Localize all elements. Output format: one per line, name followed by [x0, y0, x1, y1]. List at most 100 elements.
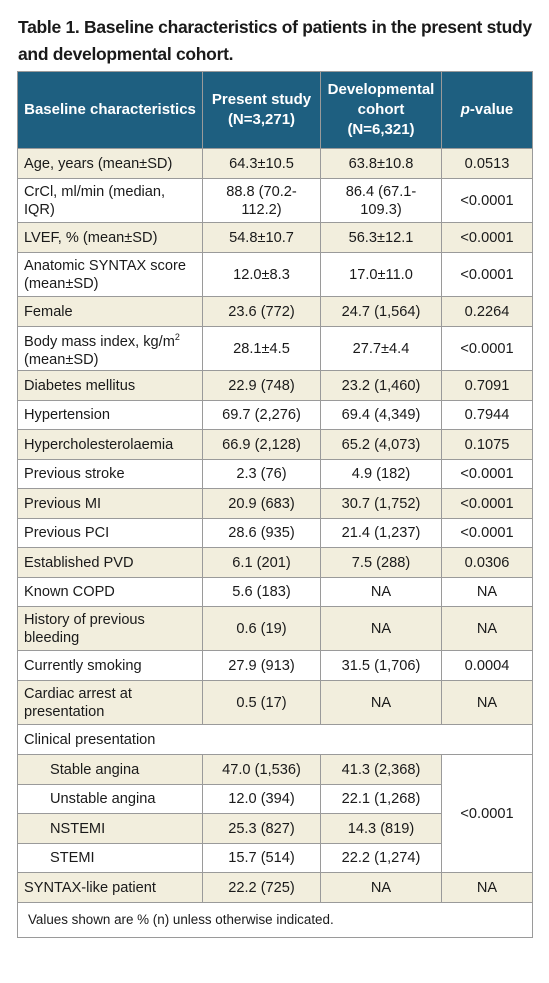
- p-value: <0.0001: [441, 326, 533, 371]
- p-value: NA: [441, 577, 533, 607]
- developmental-cohort-value: 56.3±12.1: [320, 222, 442, 253]
- row-label: Established PVD: [17, 547, 203, 578]
- present-study-value: 12.0±8.3: [202, 252, 321, 297]
- present-study-value: 25.3 (827): [202, 813, 321, 844]
- developmental-cohort-value: NA: [320, 606, 442, 651]
- developmental-cohort-value: 22.1 (1,268): [320, 784, 442, 814]
- present-study-value: 64.3±10.5: [202, 148, 321, 179]
- p-value: <0.0001: [441, 222, 533, 253]
- developmental-cohort-value: 14.3 (819): [320, 813, 442, 844]
- row-label: Hypercholesterolaemia: [17, 429, 203, 460]
- present-study-value: 54.8±10.7: [202, 222, 321, 253]
- present-study-value: 20.9 (683): [202, 488, 321, 519]
- table-row: Established PVD 6.1 (201) 7.5 (288) 0.03…: [17, 547, 533, 578]
- table-caption: Table 1. Baseline characteristics of pat…: [18, 17, 532, 64]
- row-label: Hypertension: [17, 400, 203, 430]
- row-label: Body mass index, kg/m2 (mean±SD): [17, 326, 203, 371]
- developmental-cohort-value: 86.4 (67.1-109.3): [320, 178, 442, 223]
- p-value: NA: [441, 680, 533, 725]
- table-row: Currently smoking 27.9 (913) 31.5 (1,706…: [17, 650, 533, 681]
- table-row: Hypercholesterolaemia 66.9 (2,128) 65.2 …: [17, 429, 533, 460]
- present-study-value: 15.7 (514): [202, 843, 321, 873]
- present-study-value: 28.6 (935): [202, 518, 321, 548]
- table-row: CrCl, ml/min (median, IQR) 88.8 (70.2-11…: [17, 178, 533, 223]
- p-value: <0.0001: [441, 518, 533, 548]
- row-label: STEMI: [17, 843, 203, 873]
- row-label: SYNTAX-like patient: [17, 872, 203, 903]
- header-present-study: Present study (N=3,271): [202, 71, 321, 149]
- developmental-cohort-value: 21.4 (1,237): [320, 518, 442, 548]
- table-row: Age, years (mean±SD) 64.3±10.5 63.8±10.8…: [17, 148, 533, 179]
- developmental-cohort-value: NA: [320, 680, 442, 725]
- present-study-value: 23.6 (772): [202, 296, 321, 327]
- table-row: Known COPD 5.6 (183) NA NA: [17, 577, 533, 607]
- developmental-cohort-value: 7.5 (288): [320, 547, 442, 578]
- present-study-value: 22.9 (748): [202, 370, 321, 401]
- row-label: Unstable angina: [17, 784, 203, 814]
- present-study-value: 6.1 (201): [202, 547, 321, 578]
- p-value: 0.1075: [441, 429, 533, 460]
- row-label: Female: [17, 296, 203, 327]
- table-row: Clinical presentation: [17, 724, 533, 755]
- table-footnote: Values shown are % (n) unless otherwise …: [17, 902, 533, 938]
- table-row: Body mass index, kg/m2 (mean±SD) 28.1±4.…: [17, 326, 533, 371]
- row-label: Previous MI: [17, 488, 203, 519]
- present-study-value: 47.0 (1,536): [202, 754, 321, 785]
- p-value: NA: [441, 606, 533, 651]
- table-row: LVEF, % (mean±SD) 54.8±10.7 56.3±12.1 <0…: [17, 222, 533, 253]
- header-baseline-characteristics: Baseline characteristics: [17, 71, 203, 149]
- present-study-value: 0.5 (17): [202, 680, 321, 725]
- table-row: NSTEMI 25.3 (827) 14.3 (819): [17, 813, 533, 844]
- developmental-cohort-value: 4.9 (182): [320, 459, 442, 489]
- row-label: Age, years (mean±SD): [17, 148, 203, 179]
- p-value: 0.0306: [441, 547, 533, 578]
- table-row: Previous stroke 2.3 (76) 4.9 (182) <0.00…: [17, 459, 533, 489]
- developmental-cohort-value: 17.0±11.0: [320, 252, 442, 297]
- present-study-value: 22.2 (725): [202, 872, 321, 903]
- developmental-cohort-value: 27.7±4.4: [320, 326, 442, 371]
- header-developmental-cohort: Developmental cohort (N=6,321): [320, 71, 442, 149]
- row-label: Anatomic SYNTAX score (mean±SD): [17, 252, 203, 297]
- developmental-cohort-value: 24.7 (1,564): [320, 296, 442, 327]
- row-label: Currently smoking: [17, 650, 203, 681]
- present-study-value: 27.9 (913): [202, 650, 321, 681]
- p-value: 0.2264: [441, 296, 533, 327]
- p-value: 0.0513: [441, 148, 533, 179]
- developmental-cohort-value: 22.2 (1,274): [320, 843, 442, 873]
- p-value: 0.0004: [441, 650, 533, 681]
- table-header-row: Baseline characteristics Present study (…: [17, 71, 533, 149]
- present-study-value: 88.8 (70.2-112.2): [202, 178, 321, 223]
- developmental-cohort-value: 63.8±10.8: [320, 148, 442, 179]
- table-footnote-row: Values shown are % (n) unless otherwise …: [17, 902, 533, 938]
- row-label: Diabetes mellitus: [17, 370, 203, 401]
- row-label: History of previous bleeding: [17, 606, 203, 651]
- present-study-value: 2.3 (76): [202, 459, 321, 489]
- developmental-cohort-value: NA: [320, 577, 442, 607]
- table-row: SYNTAX-like patient 22.2 (725) NA NA: [17, 872, 533, 903]
- row-label: CrCl, ml/min (median, IQR): [17, 178, 203, 223]
- p-value: 0.7091: [441, 370, 533, 401]
- table-row: STEMI 15.7 (514) 22.2 (1,274): [17, 843, 533, 873]
- table-row: Previous MI 20.9 (683) 30.7 (1,752) <0.0…: [17, 488, 533, 519]
- section-label-clinical-presentation: Clinical presentation: [17, 724, 533, 755]
- present-study-value: 5.6 (183): [202, 577, 321, 607]
- developmental-cohort-value: 23.2 (1,460): [320, 370, 442, 401]
- table-row: Anatomic SYNTAX score (mean±SD) 12.0±8.3…: [17, 252, 533, 297]
- row-label-superscript: 2: [174, 332, 180, 343]
- p-value: NA: [441, 872, 533, 903]
- row-label: LVEF, % (mean±SD): [17, 222, 203, 253]
- table-row: Female 23.6 (772) 24.7 (1,564) 0.2264: [17, 296, 533, 327]
- header-p-italic: p: [460, 101, 470, 118]
- row-label: Cardiac arrest at presentation: [17, 680, 203, 725]
- developmental-cohort-value: 31.5 (1,706): [320, 650, 442, 681]
- table-row: Hypertension 69.7 (2,276) 69.4 (4,349) 0…: [17, 400, 533, 430]
- present-study-value: 12.0 (394): [202, 784, 321, 814]
- developmental-cohort-value: 30.7 (1,752): [320, 488, 442, 519]
- present-study-value: 69.7 (2,276): [202, 400, 321, 430]
- row-label: NSTEMI: [17, 813, 203, 844]
- p-value: 0.7944: [441, 400, 533, 430]
- table-row: Unstable angina 12.0 (394) 22.1 (1,268): [17, 784, 533, 814]
- row-label: Known COPD: [17, 577, 203, 607]
- developmental-cohort-value: 65.2 (4,073): [320, 429, 442, 460]
- baseline-characteristics-table: Baseline characteristics Present study (…: [17, 71, 533, 938]
